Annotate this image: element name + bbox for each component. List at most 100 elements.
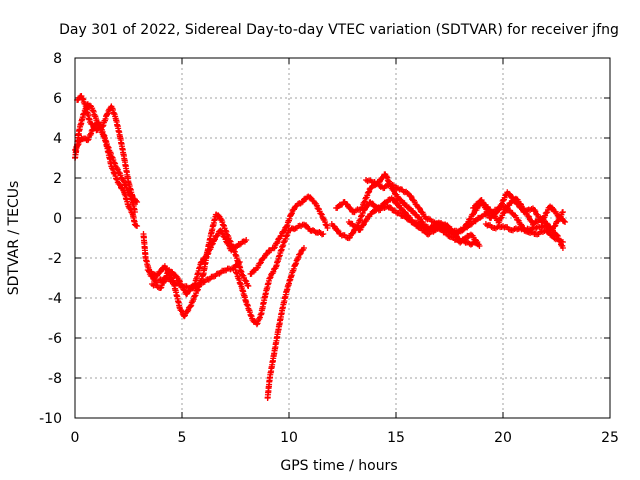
- data-point: [390, 196, 397, 203]
- y-tick-label: -8: [48, 371, 62, 387]
- series-track-f: [149, 227, 250, 298]
- data-point: [560, 218, 567, 225]
- data-point: [397, 196, 404, 203]
- data-point: [134, 223, 141, 229]
- data-point: [405, 204, 412, 211]
- data-point: [157, 268, 164, 275]
- series-track-i: [264, 245, 307, 401]
- ticks: [74, 57, 611, 419]
- data-point: [164, 270, 171, 277]
- data-point: [205, 276, 212, 283]
- data-point: [263, 250, 270, 257]
- x-tick-label: 0: [71, 430, 80, 446]
- data-point: [500, 223, 506, 230]
- series-track-h: [247, 193, 331, 277]
- data-point: [181, 313, 188, 320]
- y-tick-label: 6: [53, 91, 62, 107]
- series-track-n: [470, 189, 569, 226]
- data-point: [499, 198, 506, 205]
- data-point: [476, 243, 483, 249]
- data-point: [334, 227, 341, 234]
- series-track-g: [232, 221, 327, 328]
- x-tick-label: 10: [280, 430, 298, 446]
- data-point: [479, 199, 486, 206]
- data-point: [401, 208, 408, 215]
- data-point: [215, 212, 222, 219]
- data-point: [288, 211, 295, 218]
- data-point: [298, 199, 305, 206]
- data-point: [277, 233, 284, 240]
- y-axis-label: SDTVAR / TECUs: [6, 181, 22, 296]
- chart-title: Day 301 of 2022, Sidereal Day-to-day VTE…: [59, 22, 619, 38]
- data-point: [243, 237, 250, 243]
- tick-labels: 0 5 10 15 20 25 -10 -8 -6 -4 -2 0 2 4 6 8: [39, 51, 619, 446]
- data-point: [157, 285, 164, 292]
- y-tick-label: -4: [48, 291, 62, 307]
- data-point: [257, 260, 264, 267]
- x-tick-label: 25: [601, 430, 619, 446]
- data-point: [559, 245, 566, 251]
- x-tick-label: 15: [387, 430, 405, 446]
- data-point: [514, 200, 521, 207]
- data-point: [245, 283, 252, 289]
- y-tick-label: 4: [53, 131, 62, 147]
- data-point: [198, 259, 205, 266]
- data-point: [318, 210, 325, 217]
- data-point: [176, 277, 183, 284]
- data-point: [266, 275, 273, 282]
- data-point: [353, 223, 360, 230]
- data-point: [557, 214, 564, 221]
- data-point: [132, 197, 139, 204]
- y-tick-label: 2: [53, 171, 62, 187]
- data-point: [416, 204, 423, 211]
- data-point: [116, 180, 123, 187]
- data-point: [359, 222, 366, 229]
- data-point: [369, 200, 376, 207]
- data-point: [538, 219, 545, 226]
- data-point: [525, 213, 532, 220]
- x-axis-label: GPS time / hours: [280, 458, 397, 474]
- data-point: [470, 211, 477, 218]
- data-point: [551, 223, 558, 230]
- data-point: [500, 209, 507, 216]
- data-point: [74, 142, 81, 149]
- data-point: [543, 220, 550, 227]
- data-point: [548, 204, 555, 211]
- data-point: [364, 202, 371, 209]
- data-point: [349, 230, 356, 237]
- data-point: [395, 185, 402, 192]
- plot-frame: [74, 57, 611, 419]
- data-point: [407, 192, 414, 199]
- series-track-j: [328, 199, 483, 249]
- y-tick-label: -10: [39, 411, 62, 427]
- series-track-c: [72, 119, 141, 229]
- data-point: [104, 111, 111, 118]
- data-point: [495, 207, 502, 214]
- series-track-o: [482, 221, 566, 245]
- grid: [75, 58, 610, 418]
- x-tick-label: 5: [178, 430, 187, 446]
- data-point: [531, 207, 538, 214]
- data-point: [347, 205, 354, 212]
- data-point: [296, 251, 303, 258]
- data-point: [444, 222, 451, 229]
- series-track-k: [333, 171, 481, 248]
- data-point: [395, 209, 402, 216]
- data-point: [554, 218, 561, 225]
- data-point: [324, 225, 331, 231]
- data-point: [216, 270, 223, 277]
- data-point: [436, 224, 443, 231]
- data-point: [271, 245, 278, 252]
- data-point: [559, 239, 566, 245]
- y-tick-label: 0: [53, 211, 62, 227]
- data-point: [562, 219, 569, 225]
- data-point: [134, 199, 141, 205]
- data-point: [544, 228, 551, 235]
- plot-area: [72, 93, 569, 401]
- data-point: [187, 287, 194, 294]
- data-point: [483, 208, 490, 215]
- y-tick-label: -2: [48, 251, 62, 267]
- y-tick-label: 8: [53, 51, 62, 67]
- data-point: [320, 231, 327, 237]
